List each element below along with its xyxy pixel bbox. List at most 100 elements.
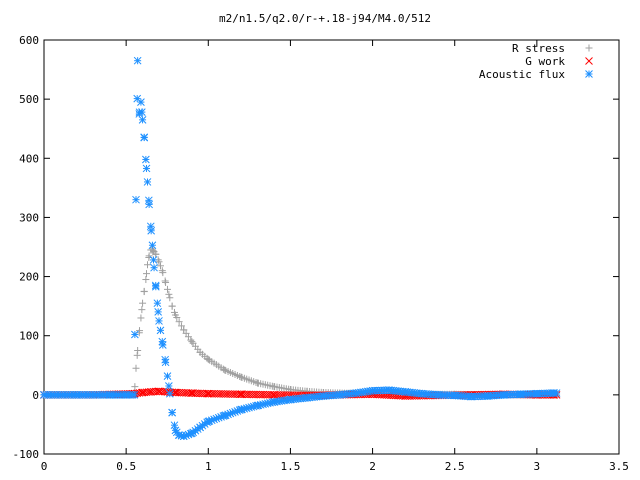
y-tick-label: 200 [19,271,39,284]
point [40,391,48,399]
point [467,392,475,401]
point [163,372,172,380]
marker-d2 [131,330,139,339]
marker-d2 [533,389,541,398]
point [156,326,165,335]
chart-title: m2/n1.5/q2.0/r-+.18-j94/M4.0/512 [219,12,431,25]
point [132,195,140,204]
marker-d2 [549,389,558,397]
point [179,432,188,441]
y-tick-label: 300 [19,211,39,224]
marker-d2 [135,110,144,118]
point [166,294,174,302]
plot-frame [43,39,620,455]
point [204,355,212,363]
point [434,391,443,399]
marker-d2 [133,94,142,103]
marker-d2 [122,391,130,399]
point [221,366,229,374]
point [142,155,150,164]
marker-d2 [220,411,229,420]
point [270,391,278,399]
marker-d2 [142,164,151,173]
x-tick-label: 2 [369,460,376,473]
marker-d2 [174,431,183,439]
legend-marker [585,57,593,65]
point [145,252,153,260]
marker-d2 [155,387,163,396]
marker-d2 [165,382,173,390]
marker-d2 [137,98,145,106]
marker-d2 [168,408,176,417]
x-tick-label: 2.5 [445,460,465,473]
point [177,322,185,330]
marker-d2 [204,389,213,398]
point [140,287,148,295]
marker-d2 [171,388,180,397]
point [165,290,173,298]
legend-label: Acoustic flux [479,68,565,81]
point [204,389,213,398]
marker-d2 [148,241,157,250]
marker-d2 [270,398,278,406]
marker-d2 [450,391,459,400]
series-0 [40,246,561,399]
marker-d2 [163,372,172,380]
point [165,389,174,398]
point [148,241,157,250]
point [270,398,278,406]
y-tick-label: -100 [13,448,40,461]
marker-d2 [161,358,170,367]
point [158,337,167,346]
point [155,258,163,266]
point [138,115,147,124]
x-tick-label: 3.5 [609,460,629,473]
marker-d2 [150,263,158,272]
marker-d2 [385,386,393,394]
point [140,133,149,142]
point [131,330,139,339]
point [516,390,525,399]
point [134,347,142,354]
marker-d2 [352,389,360,397]
point [270,383,278,391]
y-tick-label: 500 [19,93,39,106]
marker-d2 [158,337,167,346]
marker-d2 [132,195,140,204]
marker-d2 [155,317,163,325]
marker-d2 [145,200,153,209]
data-marks [40,56,561,441]
point [155,317,163,325]
point [188,429,196,438]
legend-label: R stress [512,42,565,55]
point [335,391,344,399]
point [156,262,164,270]
y-tick-label: 400 [19,152,39,165]
point [122,391,130,399]
marker-d2 [196,423,204,432]
point [418,389,426,398]
marker-d2 [143,178,152,186]
y-tick-label: 100 [19,330,39,343]
point [450,391,459,400]
marker-d2 [149,256,158,264]
point [188,389,196,397]
point [143,270,151,278]
x-tick-label: 0.5 [116,460,136,473]
point [144,196,153,205]
x-tick-label: 3 [534,460,541,473]
series-2 [40,56,561,441]
point [237,405,245,414]
marker-d2 [237,405,245,414]
marker-d2 [140,133,149,142]
point [385,386,393,394]
point [161,358,170,367]
point [319,392,328,400]
marker-d2 [154,308,163,316]
marker-d2 [253,401,262,410]
point [132,364,140,372]
point [204,417,213,426]
point [254,379,262,387]
